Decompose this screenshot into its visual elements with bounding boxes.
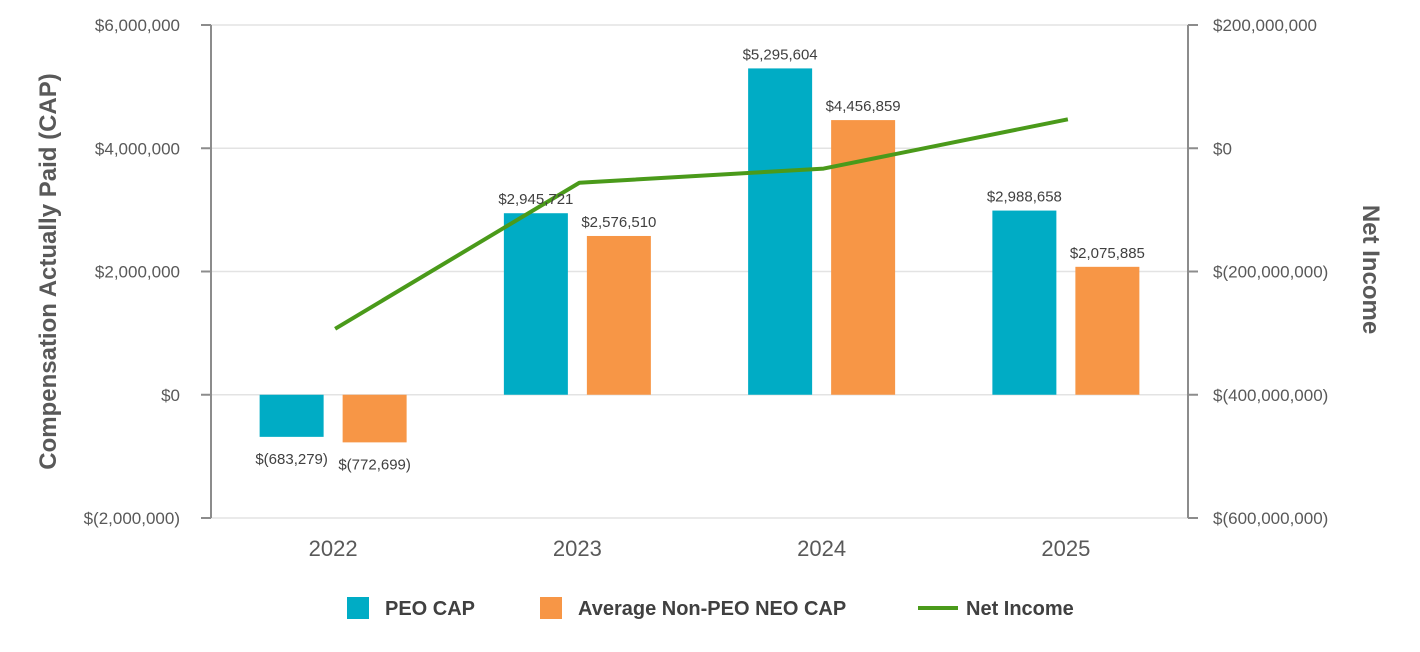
average-non-peo-neo-cap-bar — [586, 235, 651, 395]
left-tick-label: $0 — [161, 386, 180, 405]
tick-labels: $6,000,000 $4,000,000 $2,000,000 $0 $(2,000,… — [84, 16, 1329, 561]
right-axis-title: Net Income — [1357, 205, 1384, 334]
average-non-peo-neo-cap-bar — [1075, 266, 1140, 395]
peo-cap-bar — [503, 213, 568, 395]
left-axis-title: Compensation Actually Paid (CAP) — [35, 73, 62, 470]
data-label: $2,945,721 — [498, 191, 573, 208]
legend: PEO CAP Average Non-PEO NEO CAP Net Income — [347, 597, 1074, 620]
peo-cap-bar — [992, 210, 1057, 395]
right-tick-label: $(400,000,000) — [1213, 386, 1328, 405]
legend-swatch-peo-cap — [347, 597, 369, 619]
right-tick-label: $(600,000,000) — [1213, 509, 1328, 528]
x-tick-label: 2025 — [1041, 536, 1090, 561]
data-label: $4,456,859 — [826, 98, 901, 115]
data-label: $5,295,604 — [743, 46, 818, 63]
left-tick-label: $4,000,000 — [95, 139, 180, 158]
right-tick-label: $200,000,000 — [1213, 16, 1317, 35]
axis-titles: Compensation Actually Paid (CAP) Net Inco… — [35, 73, 1384, 470]
data-label: $(772,699) — [338, 456, 411, 473]
legend-label-net-income: Net Income — [966, 598, 1074, 620]
right-tick-label: $(200,000,000) — [1213, 263, 1328, 282]
data-label: $(683,279) — [255, 451, 328, 468]
bars — [259, 68, 1140, 443]
left-tick-label: $(2,000,000) — [84, 509, 180, 528]
peo-cap-bar — [259, 394, 324, 437]
data-labels: $(683,279) $(772,699) $2,945,721 $2,576,510… — [255, 46, 1145, 473]
legend-swatch-average-non-peo-neo-cap — [540, 597, 562, 619]
net-income-line — [334, 117, 1069, 331]
x-tick-label: 2022 — [309, 536, 358, 561]
data-label: $2,075,885 — [1070, 245, 1145, 262]
average-non-peo-neo-cap-bar — [342, 394, 407, 443]
legend-label-peo-cap: PEO CAP — [385, 598, 475, 620]
peo-cap-bar — [748, 68, 813, 395]
left-tick-label: $2,000,000 — [95, 263, 180, 282]
left-tick-label: $6,000,000 — [95, 16, 180, 35]
data-label: $2,988,658 — [987, 189, 1062, 206]
x-tick-label: 2024 — [797, 536, 846, 561]
right-tick-label: $0 — [1213, 139, 1232, 158]
x-tick-label: 2023 — [553, 536, 602, 561]
net-income-line-layer — [334, 117, 1069, 331]
legend-label-average-non-peo-neo-cap: Average Non-PEO NEO CAP — [578, 598, 846, 620]
axes — [201, 24, 1198, 519]
data-label: $2,576,510 — [581, 214, 656, 231]
